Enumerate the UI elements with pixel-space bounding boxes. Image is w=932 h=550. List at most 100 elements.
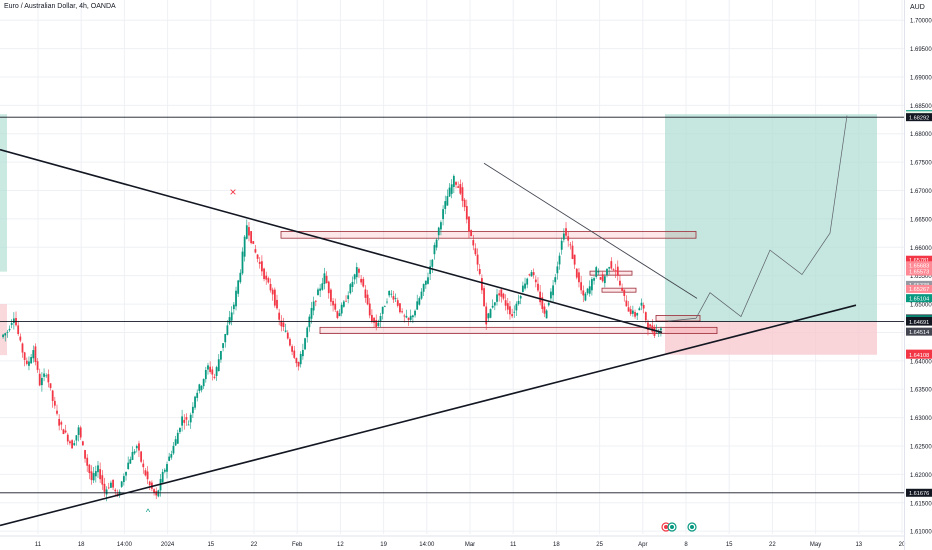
candle-body [621,288,623,291]
candle-body [170,454,173,458]
candle-body [578,272,580,283]
small-zone-b [601,287,637,293]
candle-body [17,325,20,335]
candle-body [610,261,613,269]
price-label-bg [906,280,932,289]
candle-body [390,293,393,295]
candle-body [537,283,539,291]
candle-body [539,291,542,303]
candle-body [612,269,615,271]
x-tick-label: 2024 [161,542,175,548]
candle-body [94,471,97,477]
candle-body [30,357,33,364]
candle-body [36,361,39,370]
left-stop-zone [0,304,7,356]
x-tick-label: Mar [465,542,475,548]
candle-body [176,432,179,444]
candle-body [64,430,67,433]
candle-body [103,483,106,492]
candle-body [403,315,406,317]
candle-body [79,427,82,438]
x-tick-label: 20 [899,542,906,548]
candle-body [172,445,175,454]
candle-body [114,489,117,492]
candle-body [345,300,347,302]
candle-body [196,392,199,398]
candles-series[interactable] [2,174,662,502]
candle-body [528,274,531,276]
candle-body [269,283,272,291]
candle-body [187,424,190,426]
candle-body [513,311,516,313]
candle-body [38,373,41,386]
candle-body [235,290,237,307]
candle-body [284,330,287,332]
x-tick-label: 22 [251,542,258,548]
candle-body [127,462,130,470]
candle-body [407,317,410,320]
time-axis[interactable]: 11 18 14:00 2024 15 22 Feb 12 19 14:00 Mar 11 18 25 Ap… [0,535,906,548]
price-label-bg [906,113,932,122]
candle-body [649,324,652,327]
candle-body [340,304,343,314]
candle-body [75,435,78,441]
candle-body [373,317,375,323]
candle-body [638,308,641,311]
candle-body [4,333,7,336]
candle-body [474,248,477,255]
candle-body [334,303,337,310]
candle-body [185,417,188,420]
candle-body [28,361,30,366]
x-tick-label: 18 [553,542,560,548]
candle-body [394,298,397,299]
candle-body [73,443,76,446]
candle-body [442,209,444,220]
candle-body [273,289,276,306]
candle-body [493,302,496,306]
candle-body [444,201,447,209]
candle-body [386,301,388,303]
small-zone-c [655,315,701,322]
candle-body [455,182,457,185]
candle-body [420,291,423,299]
candle-body [399,303,401,313]
y-tick-label: 1.61500 [910,501,932,507]
candle-body [181,416,183,426]
price-axis[interactable]: 1.70000 1.69500 1.69000 1.68500 1.68000 1.675… [910,19,932,536]
axis-divider [904,0,905,550]
candle-body [228,317,231,324]
y-tick-label: 1.62500 [910,445,932,451]
candle-body [519,296,522,299]
chart-title: Euro / Australian Dollar, 4h, OANDA [4,3,116,10]
event-icon-dot [664,525,668,529]
candle-body [511,314,513,317]
price-label-bg [906,317,932,326]
candle-body [258,261,261,264]
candle-body [319,288,322,291]
candle-body [276,299,278,309]
y-tick-label: 1.63500 [910,388,932,394]
candle-body [211,369,214,375]
y-tick-label: 1.69500 [910,47,932,53]
candle-body [364,289,367,298]
candle-body [515,303,518,311]
candle-body [366,294,369,305]
candle-body [368,303,371,316]
price-labels: 1.683441.683261.682921.657811.656831.655… [906,110,932,497]
candle-body [569,244,572,246]
candle-body [431,259,434,267]
candle-body [381,306,384,314]
candle-body [347,295,350,299]
candle-body [230,312,233,321]
candle-body [457,186,460,188]
candle-body [573,254,576,265]
candle-body [452,176,455,187]
candle-body [248,227,250,236]
y-tick-label: 1.67500 [910,161,932,167]
candle-body [647,322,649,330]
price-label: 1.64108 [909,353,929,359]
chart-drawings[interactable]: ×^ [0,115,904,532]
candle-body [129,459,132,464]
x-tick-label: 11 [35,542,42,548]
